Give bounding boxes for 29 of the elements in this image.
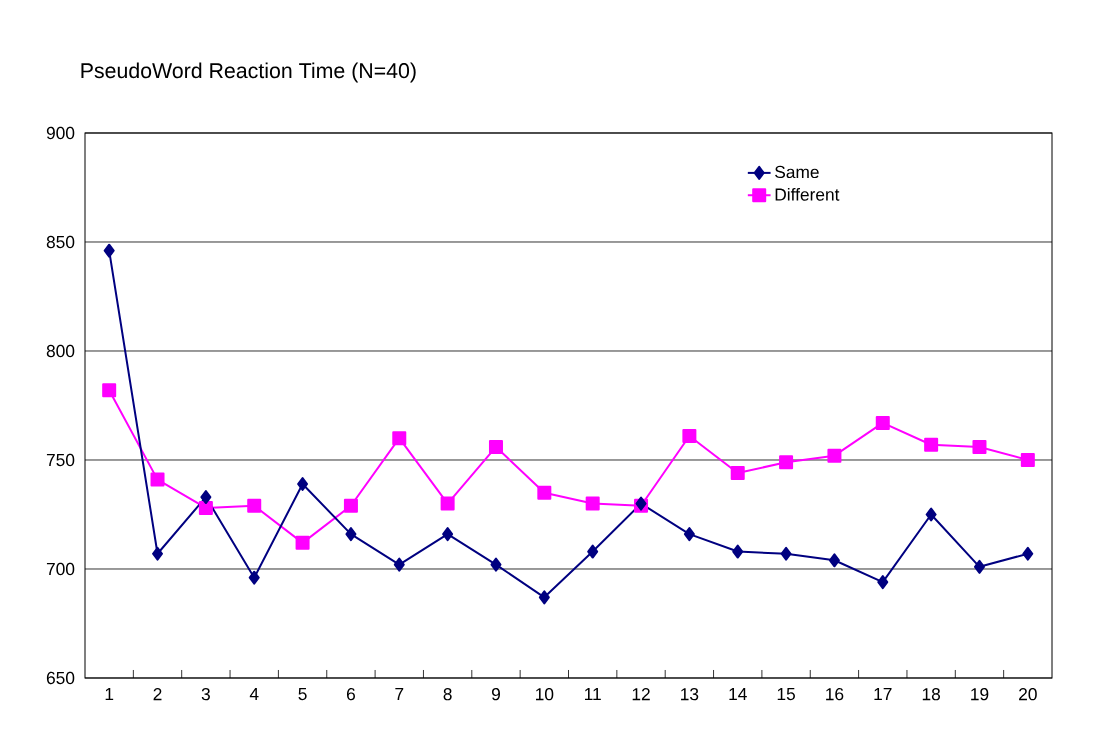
- x-tick-label: 9: [491, 688, 500, 701]
- x-tick-label: 2: [153, 688, 162, 701]
- y-tick-label: 800: [46, 344, 75, 358]
- x-tick-label: 10: [536, 688, 554, 701]
- x-tick-label: 5: [298, 688, 307, 701]
- x-tick-label: 14: [729, 688, 747, 700]
- x-tick-label: 11: [585, 688, 601, 700]
- x-tick-label: 20: [1019, 688, 1037, 701]
- x-tick-label: 1: [105, 688, 114, 700]
- chart-title: PseudoWord Reaction Time (N=40): [81, 62, 416, 83]
- x-tick-label: 19: [971, 688, 989, 701]
- y-tick-label: 900: [46, 126, 75, 140]
- x-tick-label: 3: [201, 688, 210, 701]
- x-tick-label: 4: [249, 688, 259, 700]
- x-tick-label: 18: [922, 688, 941, 701]
- x-tick-label: 17: [874, 688, 892, 700]
- y-tick-label: 700: [46, 562, 75, 576]
- x-tick-label: 12: [632, 688, 650, 701]
- legend-label: Same: [775, 165, 819, 179]
- y-tick-label: 650: [46, 671, 75, 685]
- x-tick-label: 16: [826, 688, 844, 701]
- x-tick-label: 13: [681, 688, 699, 701]
- x-tick-label: 8: [443, 688, 452, 701]
- x-tick-label: 6: [346, 688, 355, 701]
- legend-label: Different: [775, 187, 840, 201]
- y-tick-label: 850: [46, 235, 75, 249]
- x-tick-label: 15: [777, 688, 795, 701]
- x-tick-label: 7: [395, 688, 404, 700]
- y-tick-label: 750: [46, 453, 75, 467]
